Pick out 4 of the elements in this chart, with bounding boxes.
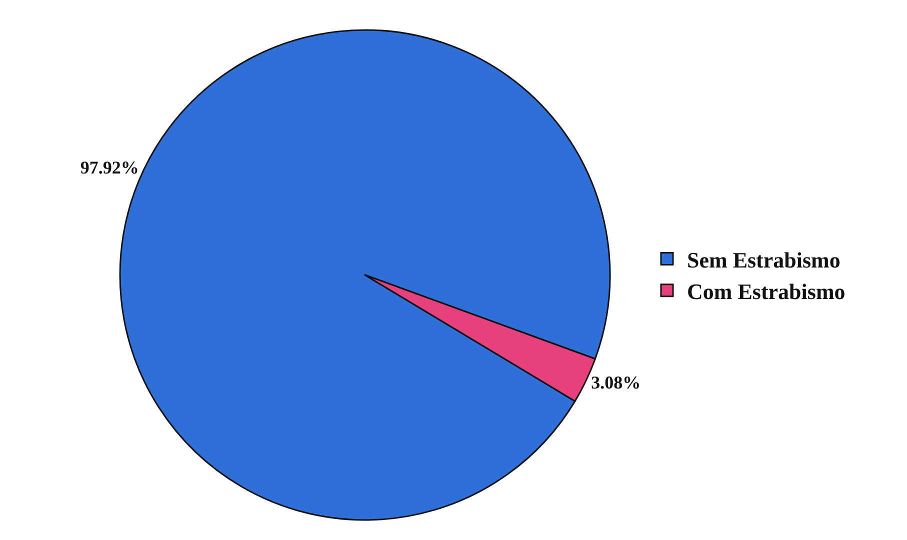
data-label: 97.92% bbox=[80, 158, 139, 178]
legend-label: Com Estrabismo bbox=[687, 278, 846, 304]
legend-label: Sem Estrabismo bbox=[687, 247, 840, 272]
data-label: 3.08% bbox=[591, 372, 641, 392]
